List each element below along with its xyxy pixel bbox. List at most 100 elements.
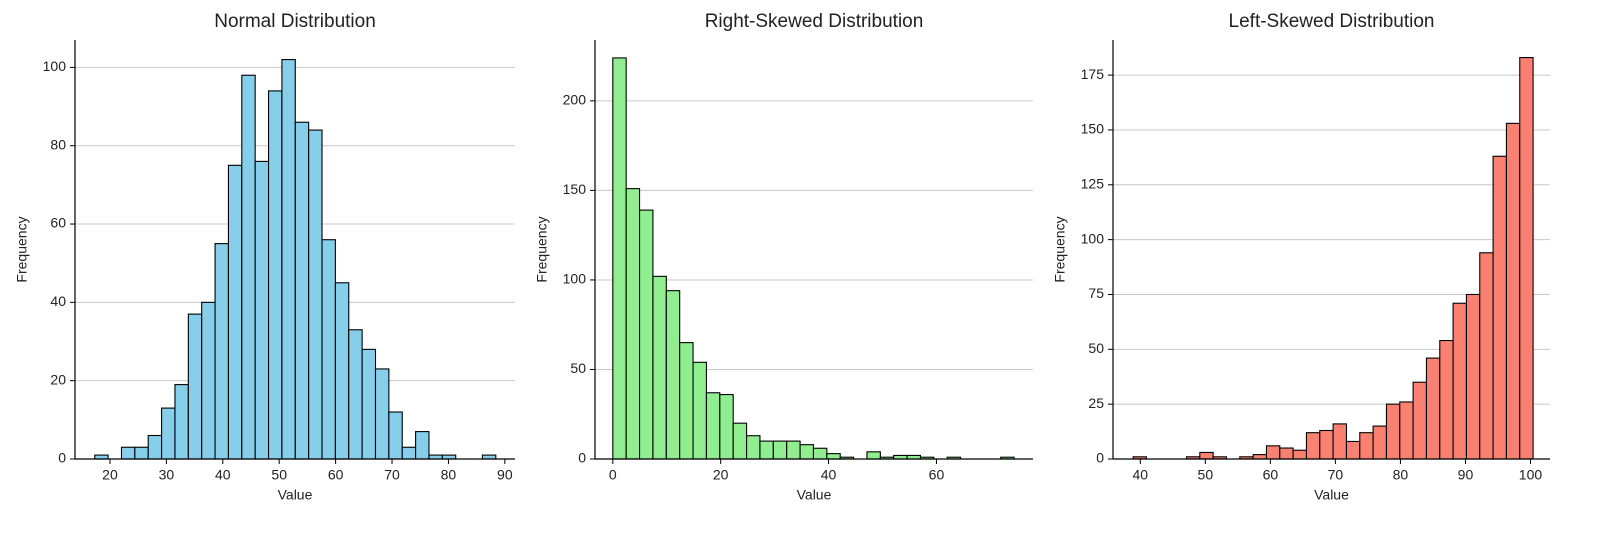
bar: [1279, 447, 1294, 460]
bar: [401, 446, 417, 460]
bar: [1199, 451, 1214, 460]
x-tick-label: 20: [713, 467, 729, 483]
bar: [1479, 252, 1494, 460]
bar: [705, 392, 721, 460]
bar: [772, 440, 788, 460]
y-tick-label: 0: [578, 450, 586, 466]
bar: [812, 447, 828, 460]
bar: [1372, 425, 1388, 460]
x-tick-label: 80: [1393, 467, 1409, 483]
bar: [1505, 122, 1521, 460]
x-tick-label: 0: [609, 467, 617, 483]
y-axis-label: Frequency: [534, 216, 550, 282]
chart-title: Left-Skewed Distribution: [1229, 11, 1435, 32]
x-tick-label: 70: [384, 467, 400, 483]
x-tick-label: 60: [929, 467, 945, 483]
y-tick-label: 150: [563, 181, 587, 197]
bar: [1265, 445, 1281, 460]
bar: [652, 275, 667, 460]
bar: [866, 451, 881, 460]
bar: [746, 435, 761, 460]
bar: [1359, 432, 1374, 460]
bar: [388, 411, 403, 460]
bar: [147, 434, 163, 460]
y-tick-label: 100: [563, 271, 587, 287]
bar: [267, 90, 283, 460]
y-tick-label: 50: [570, 360, 586, 376]
bar: [348, 329, 363, 460]
bar: [826, 453, 841, 460]
bar: [187, 313, 203, 460]
bar: [799, 444, 815, 460]
bar: [1385, 403, 1401, 460]
bar: [1332, 423, 1348, 460]
bar: [361, 348, 377, 460]
x-tick-label: 40: [215, 467, 231, 483]
bar: [1439, 339, 1454, 460]
bar: [120, 446, 136, 460]
bar: [1465, 293, 1481, 460]
x-tick-label: 100: [1519, 467, 1543, 483]
y-tick-label: 100: [1081, 230, 1105, 246]
bar: [374, 368, 390, 460]
bar: [214, 243, 229, 460]
bar: [134, 446, 149, 460]
x-tick-label: 40: [821, 467, 837, 483]
bar: [639, 209, 654, 460]
bar: [254, 160, 270, 460]
bar: [321, 239, 336, 460]
bar: [1345, 440, 1361, 460]
x-tick-label: 90: [1458, 467, 1474, 483]
x-axis-label: Value: [278, 487, 313, 503]
x-axis-label: Value: [797, 487, 832, 503]
bar: [1492, 155, 1507, 460]
bar: [1452, 302, 1467, 460]
bar: [281, 59, 296, 460]
x-tick-label: 30: [159, 467, 175, 483]
y-tick-label: 150: [1081, 121, 1105, 137]
bar: [201, 301, 216, 460]
y-tick-label: 80: [50, 136, 66, 152]
bar: [294, 121, 310, 460]
chart-title: Right-Skewed Distribution: [705, 11, 924, 32]
chart-title: Normal Distribution: [214, 11, 376, 32]
bar: [308, 129, 323, 460]
x-tick-label: 70: [1328, 467, 1344, 483]
x-tick-label: 60: [328, 467, 344, 483]
bar: [665, 290, 681, 460]
x-tick-label: 90: [497, 467, 513, 483]
y-tick-label: 60: [50, 215, 66, 231]
y-tick-label: 175: [1081, 66, 1105, 82]
y-axis-label: Frequency: [1052, 216, 1068, 282]
bar: [415, 431, 430, 460]
bar: [625, 188, 641, 460]
bar: [679, 342, 694, 460]
bar: [732, 422, 748, 460]
bar: [1292, 449, 1308, 460]
x-tick-label: 50: [1198, 467, 1214, 483]
bar: [1319, 429, 1334, 460]
bar: [1519, 56, 1534, 460]
bar: [1305, 432, 1321, 460]
y-tick-label: 100: [43, 58, 67, 74]
bar: [759, 440, 774, 460]
bar: [612, 57, 627, 460]
x-tick-label: 80: [441, 467, 457, 483]
y-tick-label: 25: [1088, 395, 1104, 411]
x-tick-label: 20: [102, 467, 118, 483]
y-tick-label: 20: [50, 371, 66, 387]
bar: [786, 440, 801, 460]
bar: [161, 407, 176, 460]
x-tick-label: 50: [271, 467, 287, 483]
y-tick-label: 40: [50, 293, 66, 309]
x-axis-label: Value: [1314, 487, 1349, 503]
bar: [334, 282, 350, 460]
bar: [241, 74, 256, 460]
y-tick-label: 0: [58, 450, 66, 466]
bar: [1252, 454, 1268, 460]
y-tick-label: 200: [563, 92, 587, 108]
y-tick-label: 75: [1088, 285, 1104, 301]
bar: [719, 393, 734, 460]
y-tick-label: 0: [1096, 450, 1104, 466]
